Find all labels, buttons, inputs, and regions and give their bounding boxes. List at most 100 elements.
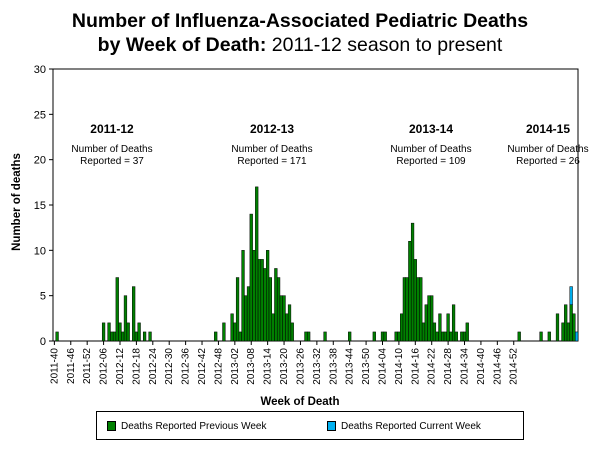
bar-previous-week — [257, 259, 262, 342]
bar-previous-week — [112, 331, 117, 342]
bar-previous-week — [230, 313, 234, 342]
bar-previous-week — [460, 331, 464, 342]
bar-previous-week — [405, 277, 409, 342]
bar-previous-week — [290, 322, 294, 342]
bar-previous-week — [222, 322, 226, 342]
bar-previous-week — [241, 250, 245, 342]
x-tick-label: 2012-36 — [181, 348, 192, 385]
legend-swatch-current — [327, 421, 336, 431]
x-tick-label: 2013-14 — [263, 348, 274, 385]
plot-area — [52, 68, 579, 342]
season-label: 2011-12 — [90, 122, 134, 136]
x-tick-label: 2013-20 — [279, 348, 290, 385]
bar-previous-week — [110, 331, 114, 342]
bar-previous-week — [564, 304, 568, 342]
legend-label-previous: Deaths Reported Previous Week — [121, 420, 267, 432]
bar-previous-week — [435, 331, 439, 342]
x-tick-label: 2013-38 — [328, 348, 339, 385]
x-tick-label: 2014-28 — [443, 348, 454, 385]
bar-previous-week — [400, 313, 404, 342]
bar-previous-week — [566, 322, 571, 342]
season-deaths-label: Number of Deaths — [71, 144, 152, 155]
bar-previous-week — [454, 331, 458, 342]
season-deaths-count: Reported = 109 — [396, 156, 466, 167]
bar-previous-week — [569, 304, 573, 342]
y-tick-label: 15 — [34, 200, 46, 212]
bar-previous-week — [137, 322, 141, 342]
bar-previous-week — [383, 331, 387, 342]
bar-previous-week — [121, 331, 125, 342]
bar-previous-week — [266, 250, 270, 342]
x-tick-label: 2013-02 — [230, 348, 241, 385]
bar-previous-week — [246, 286, 251, 342]
x-tick-label: 2013-44 — [345, 348, 356, 385]
bar-previous-week — [348, 331, 352, 342]
x-tick-label: 2012-48 — [213, 348, 224, 385]
x-tick-label: 2013-08 — [246, 348, 257, 385]
bar-previous-week — [249, 213, 253, 342]
y-axis-label: Number of deaths — [11, 153, 23, 251]
x-tick-label: 2014-40 — [476, 348, 487, 385]
bar-previous-week — [408, 241, 412, 342]
x-tick-label: 2012-12 — [115, 348, 126, 385]
bar-previous-week — [413, 259, 417, 342]
x-axis-label: Week of Death — [260, 396, 340, 408]
bar-previous-week — [443, 331, 447, 342]
x-tick-label: 2013-32 — [312, 348, 323, 385]
bar-previous-week — [276, 277, 281, 342]
bar-previous-week — [260, 259, 264, 342]
bar-previous-week — [107, 322, 111, 342]
bar-previous-week — [238, 331, 242, 342]
x-tick-label: 2012-42 — [197, 348, 208, 385]
bar-previous-week — [142, 331, 147, 342]
bar-previous-week — [126, 322, 130, 342]
season-deaths-count: Reported = 171 — [237, 156, 307, 167]
x-tick-label: 2013-26 — [295, 348, 306, 385]
x-tick-label: 2014-10 — [394, 348, 405, 385]
x-tick-label: 2012-18 — [131, 348, 142, 385]
bar-previous-week — [441, 331, 445, 342]
season-label: 2013-14 — [409, 122, 453, 136]
bar-previous-week — [416, 277, 420, 342]
x-tick-label: 2014-04 — [377, 348, 388, 385]
bar-previous-week — [380, 331, 385, 342]
x-tick-label: 2013-50 — [361, 348, 372, 385]
bar-previous-week — [255, 186, 259, 342]
legend-swatch-previous — [107, 421, 116, 431]
bar-previous-week — [397, 331, 401, 342]
bar-previous-week — [118, 322, 122, 342]
season-deaths-count: Reported = 26 — [516, 156, 580, 167]
bar-previous-week — [424, 304, 428, 342]
legend-item-current: Deaths Reported Current Week — [327, 420, 481, 432]
bar-previous-week — [233, 322, 237, 342]
bar-previous-week — [419, 277, 423, 342]
bar-previous-week — [572, 313, 576, 342]
legend: Deaths Reported Previous Week Deaths Rep… — [96, 411, 524, 440]
season-label: 2012-13 — [250, 122, 294, 136]
bar-current-week — [569, 286, 573, 305]
legend-item-previous: Deaths Reported Previous Week — [107, 420, 266, 432]
bar-previous-week — [410, 222, 415, 342]
bar-previous-week — [372, 331, 376, 342]
bar-previous-week — [438, 313, 442, 342]
bar-previous-week — [465, 322, 469, 342]
bar-previous-week — [402, 277, 406, 342]
chart-title-line1: Number of Influenza-Associated Pediatric… — [71, 10, 529, 32]
season-label: 2014-15 — [526, 122, 570, 136]
bar-previous-week — [287, 304, 292, 342]
bar-previous-week — [323, 331, 327, 342]
x-tick-label: 2011-52 — [82, 348, 93, 384]
bar-previous-week — [421, 322, 426, 342]
bar-previous-week — [263, 268, 267, 342]
bar-previous-week — [268, 277, 272, 342]
bar-previous-week — [430, 295, 434, 342]
bar-previous-week — [244, 295, 248, 342]
bar-previous-week — [451, 304, 456, 342]
bar-previous-week — [517, 331, 521, 342]
x-tick-label: 2012-06 — [99, 348, 110, 385]
y-tick-label: 10 — [34, 245, 46, 257]
bar-previous-week — [274, 268, 278, 342]
legend-label-current: Deaths Reported Current Week — [341, 420, 481, 432]
